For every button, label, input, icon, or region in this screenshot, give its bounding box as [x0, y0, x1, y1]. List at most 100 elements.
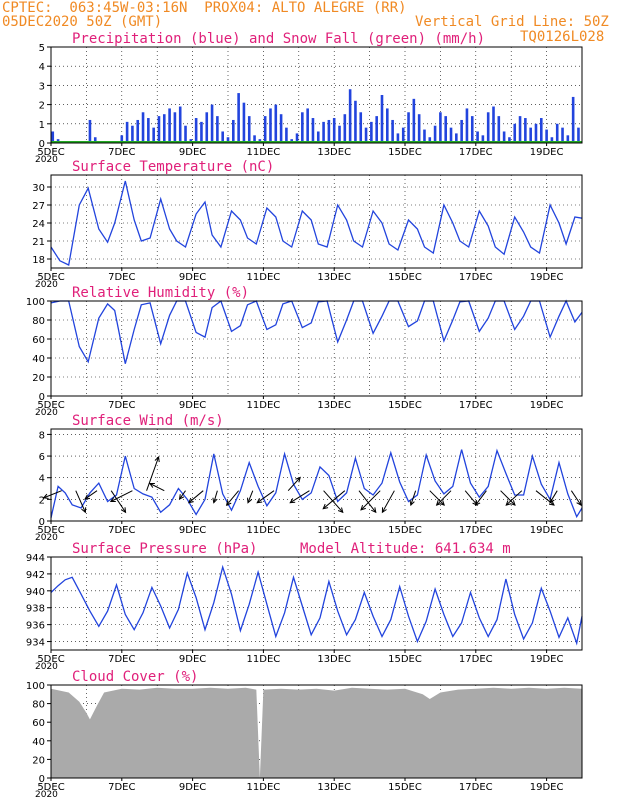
y-tick-label: 20 — [32, 373, 45, 384]
precip-bar — [433, 125, 437, 143]
precip-bar — [316, 131, 320, 143]
precip-bar — [88, 119, 92, 143]
x-tick-label: 17DEC — [459, 782, 493, 793]
x-tick-label: 5DEC — [37, 147, 64, 158]
precip-bar — [391, 119, 394, 143]
x-tick-label: 13DEC — [317, 782, 351, 793]
y-tick-label: 40 — [32, 737, 45, 748]
precip-bar — [513, 123, 517, 143]
precip-bar — [460, 119, 463, 143]
precip-bar — [364, 127, 368, 143]
x-tick-label: 19DEC — [530, 525, 564, 536]
wind-vector-head — [295, 476, 301, 483]
wind-vector — [500, 490, 516, 506]
x-tick-label: 15DEC — [388, 147, 422, 158]
precip-bar — [205, 112, 209, 143]
wind-vector-head — [371, 507, 377, 514]
precip-bar — [539, 118, 543, 143]
wind-vector — [213, 490, 218, 503]
wind-vector-head — [548, 500, 555, 506]
precip-bar — [226, 137, 230, 143]
y-tick-label: 5 — [39, 43, 45, 54]
precip-bar — [508, 137, 511, 143]
x-tick-label: 13DEC — [317, 525, 351, 536]
wind-vector-head — [510, 500, 516, 506]
precip-bar — [396, 133, 400, 143]
precip-bar — [492, 106, 495, 143]
panel-frame — [50, 556, 583, 651]
x-tick-label: 19DEC — [530, 272, 564, 283]
precip-bar — [237, 93, 240, 143]
x-tick-label: 11DEC — [247, 400, 281, 411]
wind-vector — [256, 490, 275, 504]
precip-bar — [566, 135, 570, 143]
y-tick-label: 2 — [39, 495, 45, 506]
precip-bar — [194, 118, 198, 143]
precip-bar — [200, 121, 203, 143]
y-tick-label: 0 — [39, 392, 45, 403]
precip-bar — [311, 118, 315, 143]
precip-bar — [141, 112, 145, 143]
panel-frame — [50, 300, 583, 397]
model-altitude-label: Model Altitude: 641.634 m — [300, 541, 511, 557]
precip-bar — [497, 116, 501, 143]
wind-vector-head — [337, 507, 344, 514]
year-label: 2020 — [35, 790, 58, 800]
x-tick-label: 11DEC — [247, 654, 281, 665]
x-tick-label: 11DEC — [247, 272, 281, 283]
wind-vector-head — [148, 482, 155, 488]
precip-bar — [555, 123, 559, 143]
wind-vector-head — [212, 497, 218, 504]
year-label: 2020 — [35, 662, 58, 672]
precip-bar — [354, 100, 357, 143]
panel-title: Surface Wind (m/s) — [72, 413, 224, 429]
wind-vector-head — [576, 500, 582, 507]
x-tick-label: 13DEC — [317, 400, 351, 411]
precip-bar — [147, 118, 150, 143]
y-tick-label: 60 — [32, 718, 45, 729]
wind-vector-head — [256, 498, 263, 504]
precip-bar — [476, 131, 479, 143]
wind-vector-head — [435, 500, 442, 506]
precip-bar — [184, 125, 187, 143]
panel-title: Cloud Cover (%) — [72, 669, 198, 685]
x-tick-label: 7DEC — [108, 147, 135, 158]
year-label: 2020 — [35, 533, 58, 543]
precip-bar — [455, 133, 458, 143]
precip-bar — [571, 96, 575, 143]
x-tick-label: 19DEC — [530, 400, 564, 411]
panel-title: Relative Humidity (%) — [72, 285, 249, 301]
y-tick-label: 100 — [26, 681, 45, 692]
wind-vector-head — [360, 504, 366, 511]
wind-vector — [381, 490, 395, 513]
y-tick-label: 0 — [39, 517, 45, 528]
precip-bar — [338, 125, 341, 143]
x-tick-label: 13DEC — [317, 272, 351, 283]
y-tick-label: 4 — [39, 474, 45, 485]
precip-bar — [550, 137, 554, 143]
precip-bar — [380, 95, 384, 143]
precip-bar — [545, 129, 548, 143]
precip-bar — [120, 135, 124, 143]
y-tick-label: 21 — [32, 237, 45, 248]
x-tick-label: 7DEC — [108, 525, 135, 536]
x-tick-label: 17DEC — [459, 272, 493, 283]
precip-bar — [285, 127, 288, 143]
wind-vector-head — [154, 456, 160, 463]
precip-bar — [486, 112, 490, 143]
wind-vector — [323, 490, 344, 513]
x-tick-label: 9DEC — [179, 525, 206, 536]
x-tick-label: 9DEC — [179, 272, 206, 283]
wind-vector — [75, 490, 86, 513]
precip-bar — [247, 116, 251, 143]
precip-bar — [428, 137, 432, 143]
wind-vector — [179, 490, 186, 500]
x-tick-label: 15DEC — [388, 654, 422, 665]
header-line1: CPTEC: 063:45W-03:16N PROX04: ALTO ALEGR… — [2, 0, 407, 16]
header-model-code: TQ0126L028 — [520, 29, 605, 45]
y-tick-label: 940 — [26, 587, 45, 598]
wind-vector — [410, 490, 417, 506]
y-tick-label: 3 — [39, 81, 45, 92]
wind-vector — [360, 490, 381, 511]
